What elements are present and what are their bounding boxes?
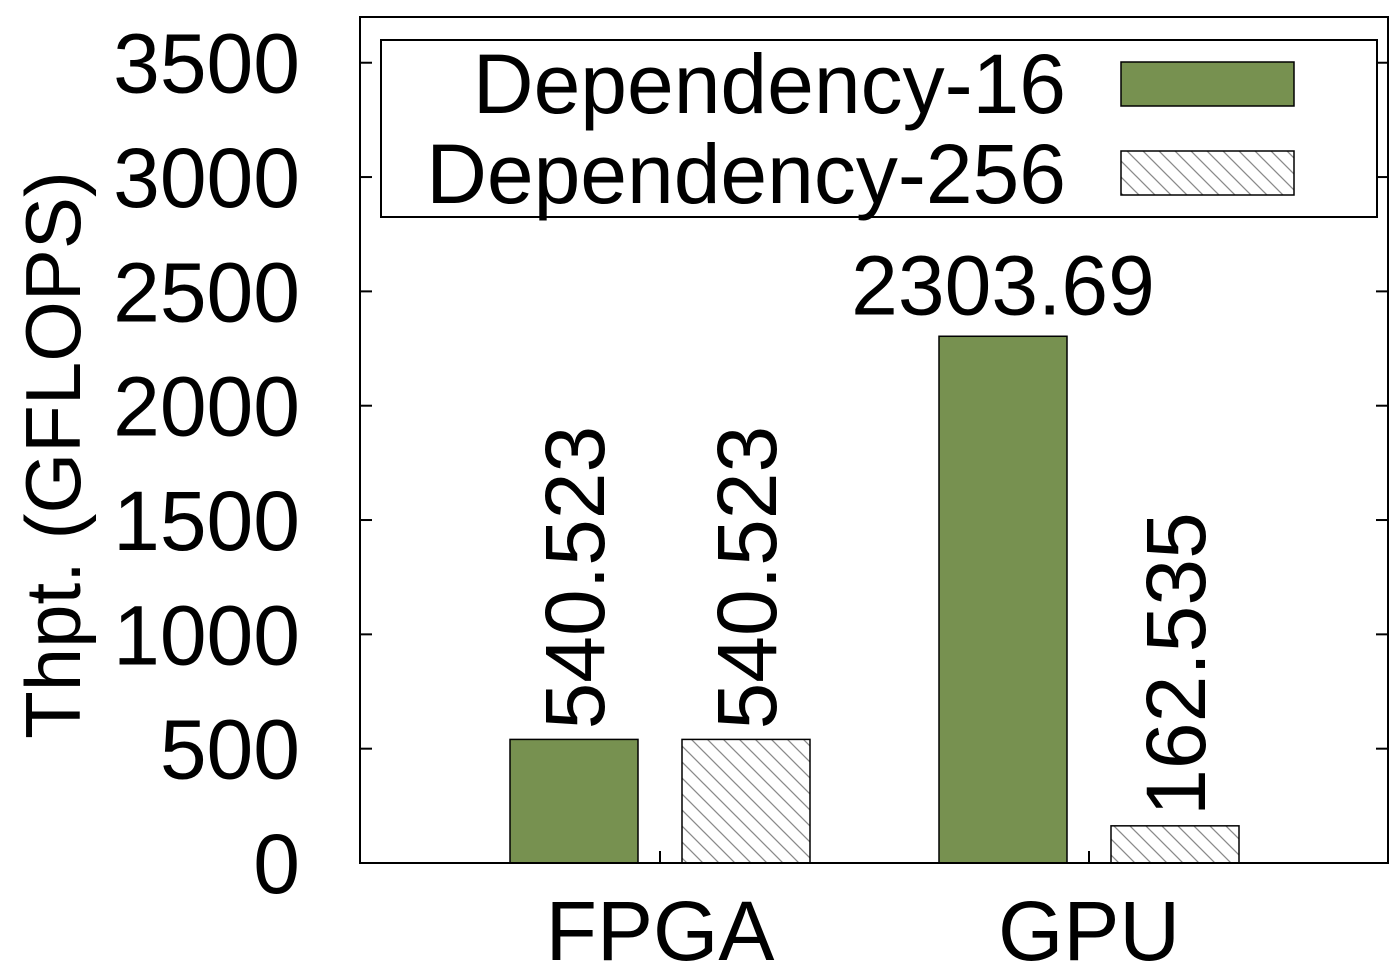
- x-axis-categories: FPGA GPU: [546, 851, 1180, 978]
- y-tick-label: 1000: [113, 588, 300, 682]
- y-tick-label: 0: [253, 817, 300, 911]
- bar-gpu-dependency-256: [1110, 825, 1240, 864]
- bar-fpga-dependency-256: [681, 738, 811, 864]
- value-label: 162.535: [1129, 512, 1223, 816]
- legend-swatch-dependency-256: [1120, 150, 1295, 196]
- y-tick-label: 2500: [113, 245, 300, 339]
- x-tick-label-gpu: GPU: [998, 884, 1180, 978]
- y-tick-label: 2000: [113, 360, 300, 454]
- legend-label-dependency-16: Dependency-16: [473, 37, 1066, 131]
- value-label: 2303.69: [851, 238, 1155, 332]
- y-axis-label: Thpt. (GFLOPS): [9, 171, 97, 739]
- value-labels: 540.523 540.523 2303.69 162.535: [528, 238, 1223, 816]
- x-tick-label-fpga: FPGA: [546, 884, 775, 978]
- y-tick-label: 3000: [113, 131, 300, 225]
- y-tick-label: 1500: [113, 474, 300, 568]
- y-tick-label: 500: [160, 703, 300, 797]
- legend: Dependency-16 Dependency-256: [380, 37, 1378, 221]
- bar-gpu-dependency-16: [938, 335, 1068, 864]
- y-tick-label: 3500: [113, 17, 300, 111]
- plot-frame: [359, 16, 1389, 864]
- legend-swatch-dependency-16: [1120, 61, 1295, 107]
- value-label: 540.523: [700, 426, 794, 730]
- value-label: 540.523: [528, 426, 622, 730]
- y-axis-ticks: 0 500 1000 1500 2000 2500 3000 3500: [113, 17, 1388, 911]
- bar-fpga-dependency-16: [509, 738, 639, 864]
- legend-label-dependency-256: Dependency-256: [426, 127, 1066, 221]
- bars: [509, 335, 1240, 864]
